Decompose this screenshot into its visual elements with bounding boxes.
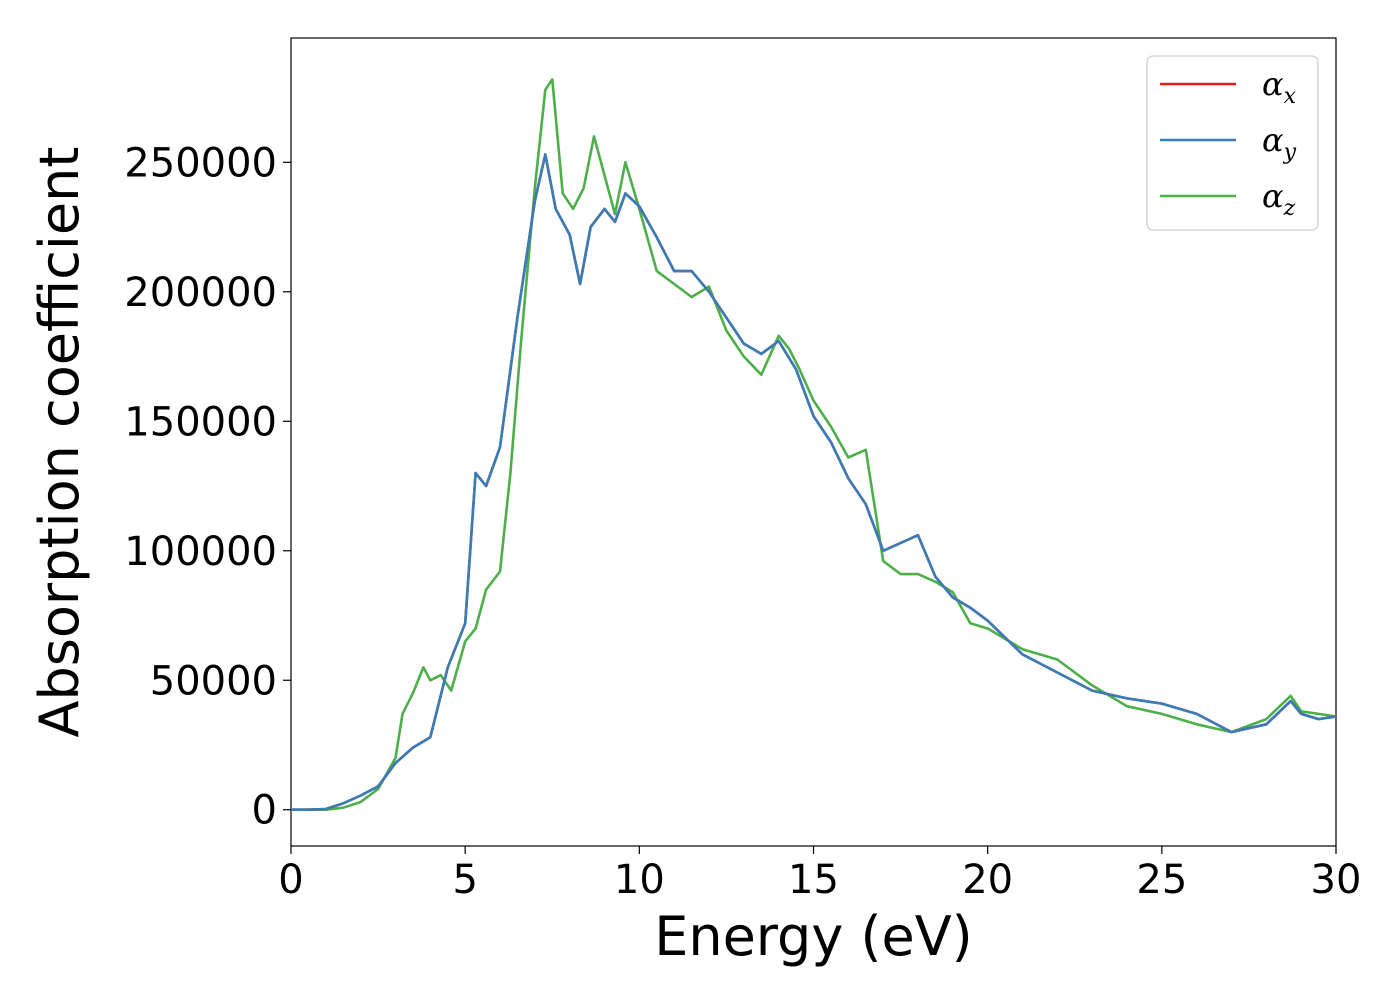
y-tick-label: 50000 xyxy=(150,658,277,704)
y-tick-label: 250000 xyxy=(124,140,277,186)
x-axis-label: Energy (eV) xyxy=(654,905,973,968)
x-tick-label: 10 xyxy=(614,857,665,903)
y-tick-label: 200000 xyxy=(124,270,277,316)
y-tick-label: 0 xyxy=(252,788,277,834)
series-line-z xyxy=(291,78,1337,811)
series-line-y xyxy=(291,153,1337,811)
y-tick-label: 100000 xyxy=(124,529,277,575)
x-tick-label: 0 xyxy=(278,857,303,903)
x-axis-ticks: 0 5 10 15 20 25 30 xyxy=(278,846,1361,903)
legend-box xyxy=(1146,55,1319,231)
x-tick-label: 20 xyxy=(962,857,1013,903)
x-tick-label: 25 xyxy=(1136,857,1187,903)
series-line-x xyxy=(291,153,1337,811)
x-tick-label: 5 xyxy=(452,857,477,903)
y-axis-ticks: 0 50000 100000 150000 200000 250000 xyxy=(124,140,291,834)
y-tick-label: 150000 xyxy=(124,399,277,445)
y-axis-label: Absorption coefficient xyxy=(28,147,91,738)
series-group xyxy=(291,78,1337,811)
x-tick-label: 15 xyxy=(788,857,839,903)
x-tick-label: 30 xyxy=(1311,857,1362,903)
